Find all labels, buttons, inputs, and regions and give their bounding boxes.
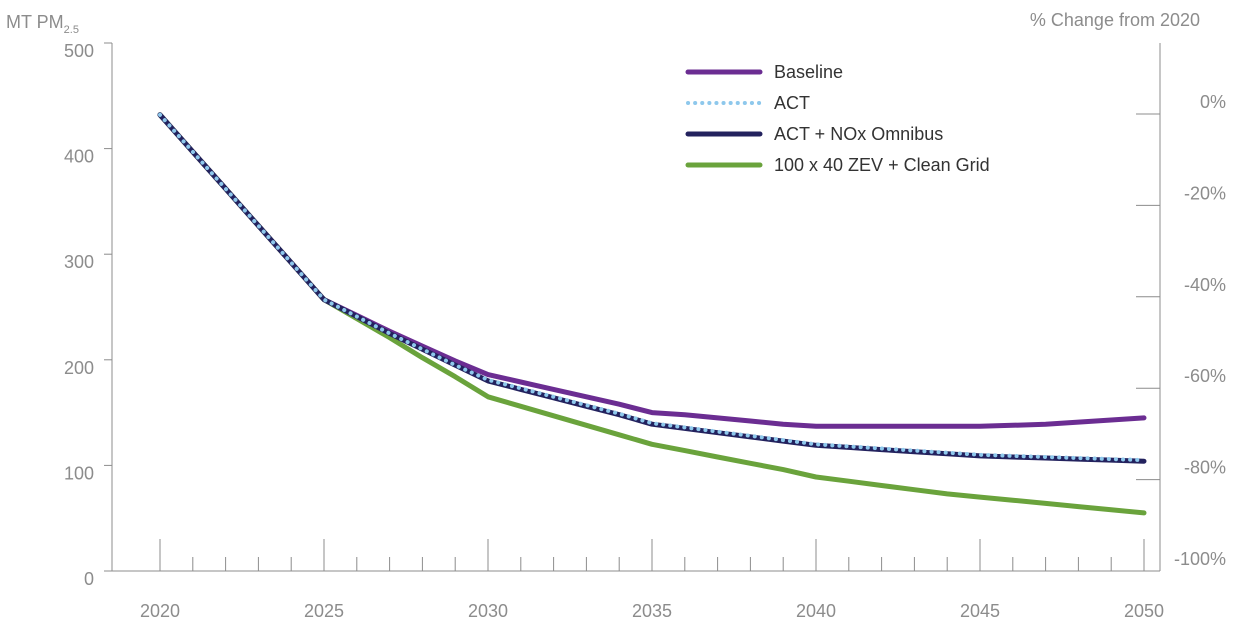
- series-line-2: [157, 112, 1147, 464]
- series-lines-group: [157, 112, 1147, 516]
- left-axis-tick-label: 100: [64, 463, 94, 483]
- right-axis-tick-label: -20%: [1184, 183, 1226, 203]
- legend-label-1: ACT: [774, 93, 810, 113]
- right-axis-tick-label: -40%: [1184, 275, 1226, 295]
- x-axis-tick-label: 2045: [960, 601, 1000, 621]
- right-axis-tick-label: 0%: [1200, 92, 1226, 112]
- series-line-1: [158, 112, 1146, 463]
- left-axis-tick-label: 300: [64, 252, 94, 272]
- left-axis-tick-label: 0: [84, 569, 94, 589]
- legend-label-0: Baseline: [774, 62, 843, 82]
- x-axis-tick-label: 2040: [796, 601, 836, 621]
- left-axis-tick-label: 400: [64, 147, 94, 167]
- x-axis-tick-label: 2035: [632, 601, 672, 621]
- axes-group: 0 100 200 300 400 500 0% -20% -40% -60% -80% -100% 2…: [64, 41, 1226, 621]
- series-line-3: [157, 112, 1147, 516]
- x-axis-tick-label: 2050: [1124, 601, 1164, 621]
- x-axis-tick-label: 2020: [140, 601, 180, 621]
- left-axis-tick-label: 500: [64, 41, 94, 61]
- x-axis-tick-label: 2025: [304, 601, 344, 621]
- right-axis-title: % Change from 2020: [1029, 10, 1200, 30]
- right-axis-tick-label: -60%: [1184, 366, 1226, 386]
- left-axis-tick-label: 200: [64, 358, 94, 378]
- legend-label-2: ACT + NOx Omnibus: [774, 124, 943, 144]
- right-axis-tick-label: -80%: [1184, 458, 1226, 478]
- legend: Baseline ACT ACT + NOx Omnibus 100 x 40 ZEV…: [685, 62, 990, 175]
- right-axis-tick-label: -100%: [1174, 549, 1226, 569]
- left-axis-title: MT PM2.5: [6, 12, 79, 36]
- legend-label-3: 100 x 40 ZEV + Clean Grid: [774, 155, 990, 175]
- x-axis-tick-label: 2030: [468, 601, 508, 621]
- series-line-0: [157, 112, 1147, 429]
